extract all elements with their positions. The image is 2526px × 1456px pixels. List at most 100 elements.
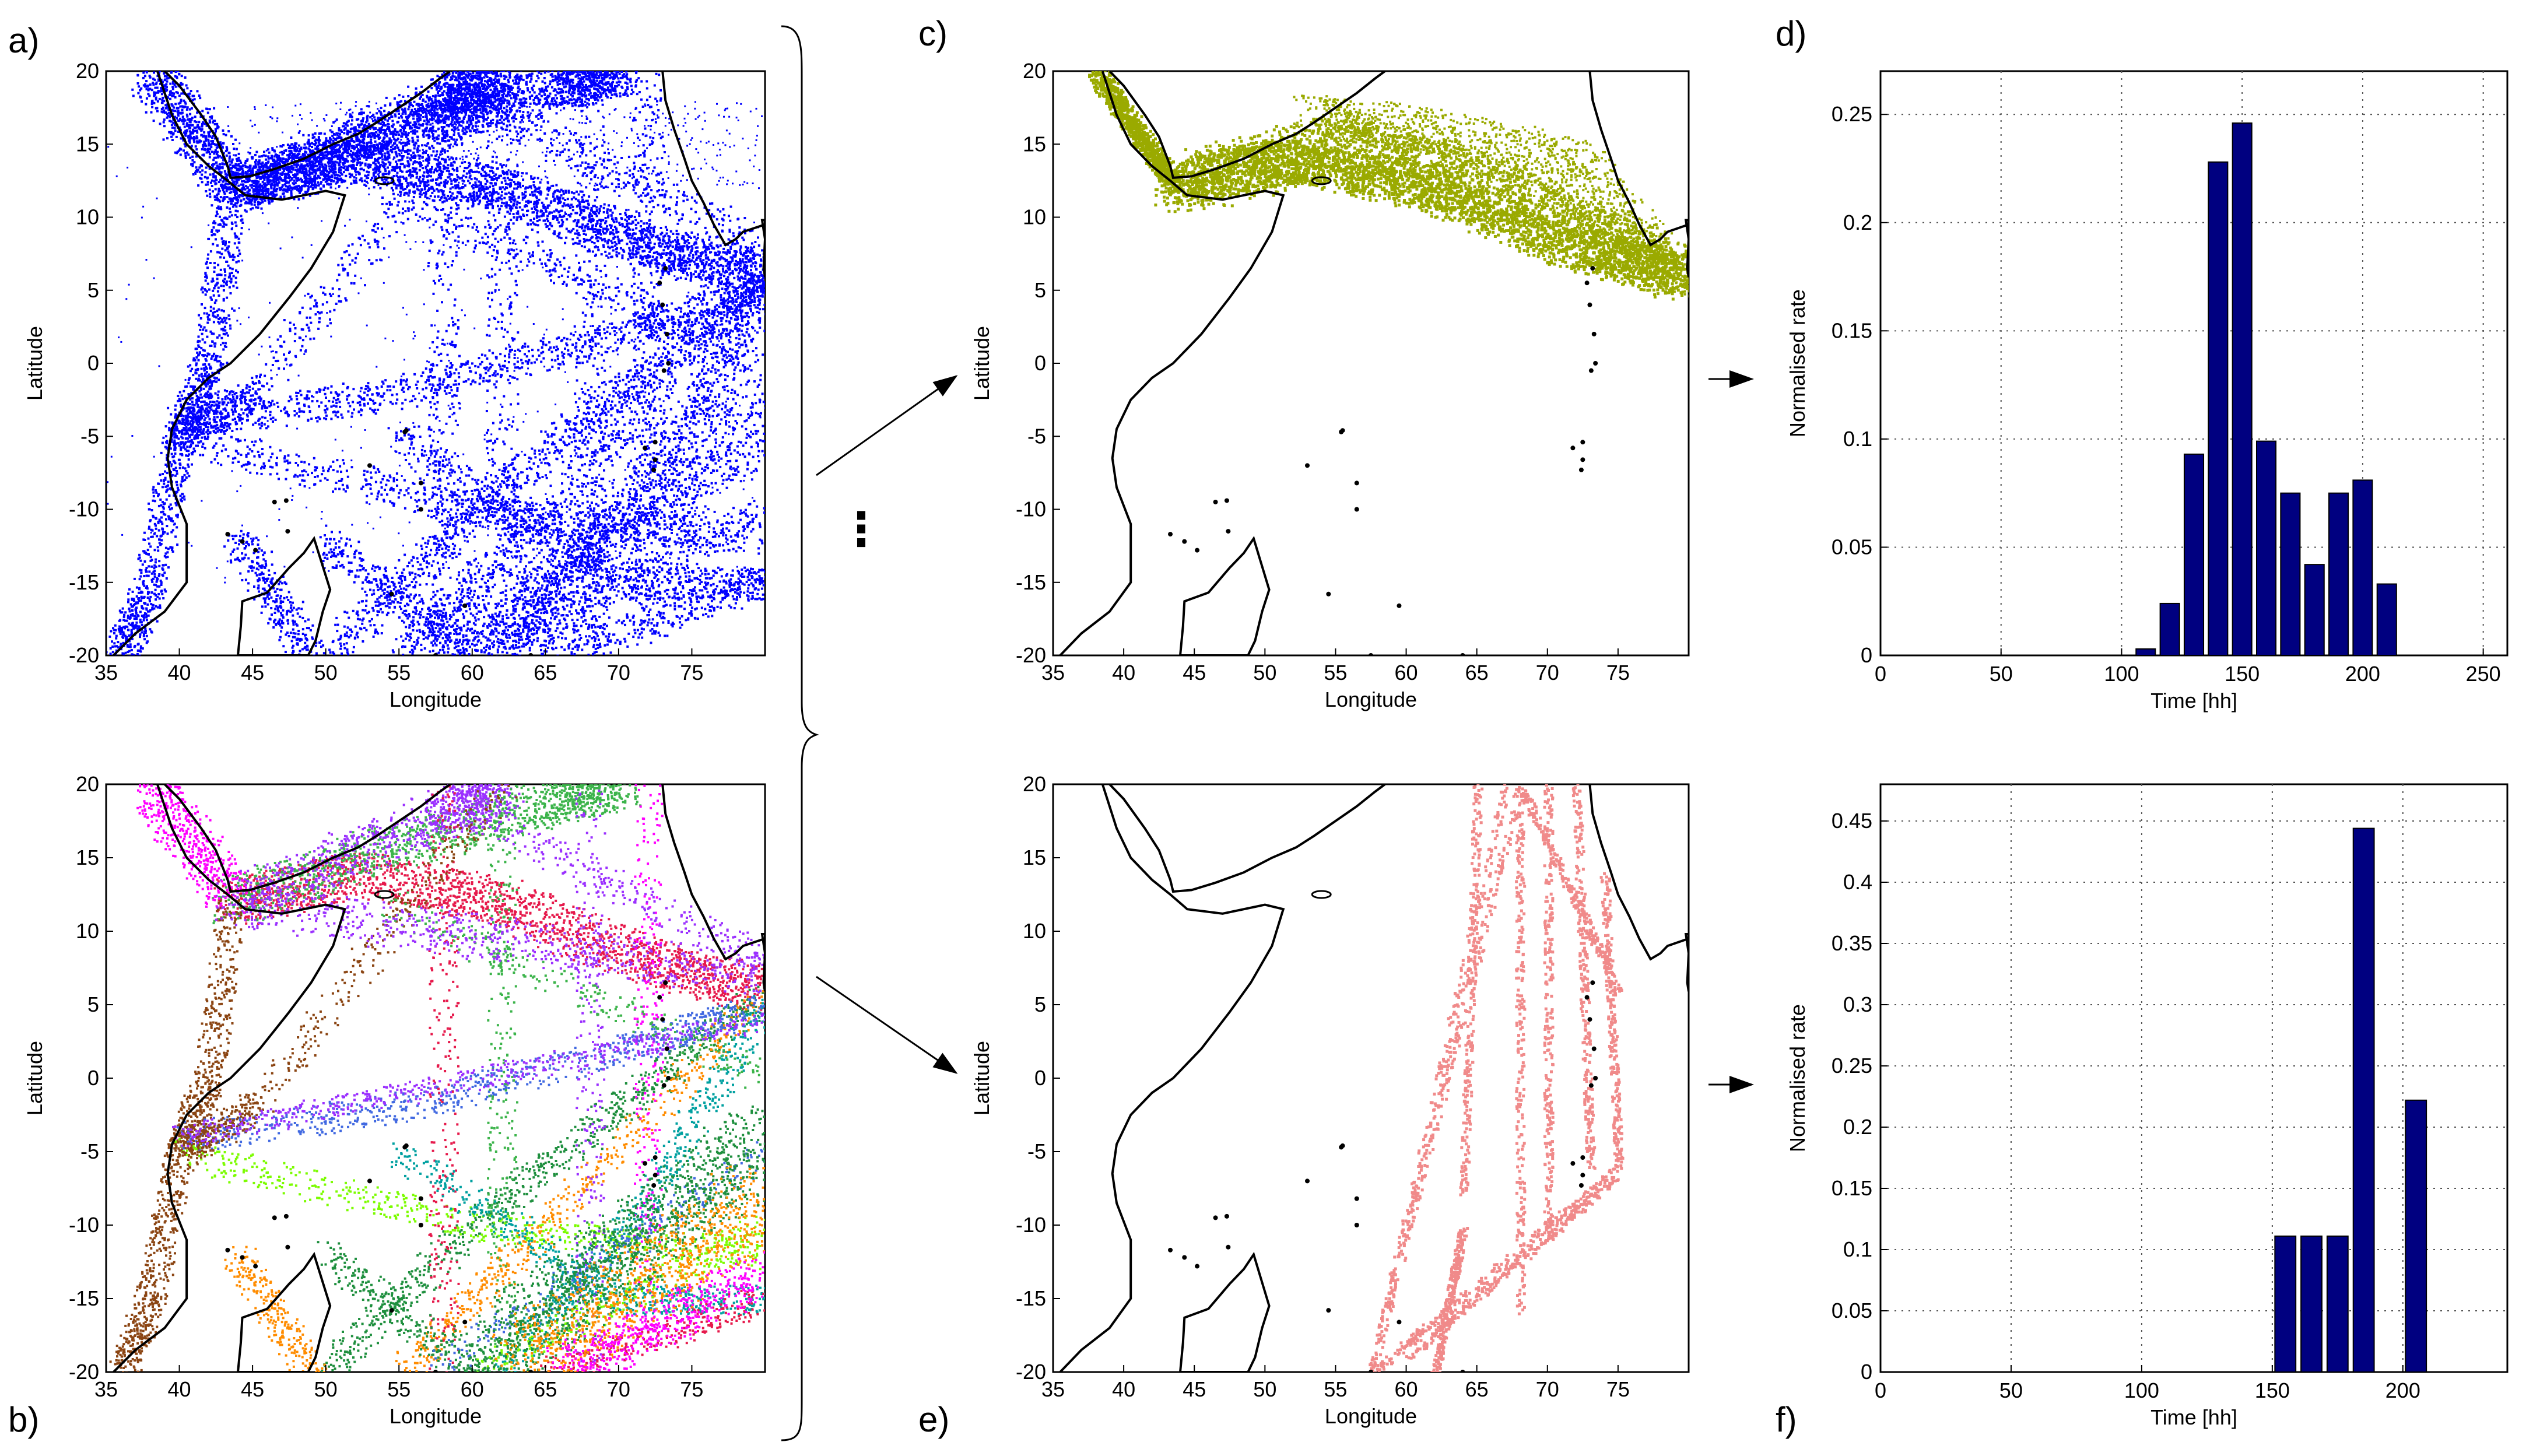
x-tick-label: 70 [1536,1377,1559,1401]
island-marker [285,529,290,534]
island-marker [1213,1215,1218,1220]
track-points [632,71,666,637]
y-tick-label: 0 [1034,351,1046,375]
x-axis-title: Longitude [1325,687,1417,711]
x-tick-label: 200 [2345,662,2380,686]
x-tick-label: 75 [1606,1377,1630,1401]
coastline-sri-lanka [1684,219,1689,278]
island-marker [1590,266,1595,271]
island-marker [1588,368,1594,373]
y-tick-label: 0 [1861,1360,1872,1384]
y-axis-title: Normalised rate [1785,1004,1809,1152]
island-marker [1168,1247,1173,1252]
x-tick-label: 200 [2385,1378,2420,1402]
island-marker [1339,429,1344,434]
track-points [464,86,765,259]
track-points [546,1251,765,1372]
coastline-madagascar [1178,536,1271,655]
x-tick-label: 60 [1395,661,1418,685]
map-panel-b: 35 40 45 50 55 60 65 70 7520151050-5-10-15-20Lon… [23,772,766,1428]
island-marker [1369,1370,1373,1372]
y-tick-label: 10 [76,919,99,943]
y-tick-label: -10 [69,1213,99,1237]
x-tick-label: 65 [1465,661,1489,685]
x-tick-label: 50 [1990,662,2013,686]
x-tick-label: 0 [1875,662,1886,686]
coastline-madagascar [236,536,332,655]
y-tick-label: 5 [87,992,99,1016]
histogram-d: 0 50 100 150 200 250 0 0.05 0.1 0.15 0.2 0.25 Time [… [1785,70,2509,713]
island-marker [1326,591,1331,597]
island-marker [462,1320,468,1325]
island-marker [272,1215,277,1220]
histogram-bar [2208,161,2229,657]
track-points [169,784,518,1166]
track-points [1430,1227,1469,1372]
y-tick-label: 0.1 [1843,427,1872,451]
x-tick-label: 55 [387,1377,411,1401]
island-marker [1587,1017,1592,1022]
y-tick-label: 0.2 [1843,210,1872,234]
y-tick-label: 15 [1023,132,1046,156]
histogram-bar [2280,492,2301,657]
island-marker [1224,498,1229,503]
panel-label-c: c) [918,14,948,53]
x-axis-title: Longitude [1325,1404,1417,1428]
y-tick-label: 20 [1023,59,1046,83]
island-marker [1587,302,1592,307]
y-tick-label: -20 [69,1360,99,1384]
x-tick-label: 45 [1183,1377,1206,1401]
group-brace [781,25,819,1441]
x-tick-label: 40 [1112,661,1135,685]
x-tick-label: 60 [461,661,484,685]
track-points [1571,784,1597,1170]
island-marker [1591,1046,1597,1051]
island-marker [661,1083,666,1088]
coastline-africa [113,784,346,1372]
island-marker [652,440,658,445]
island-marker [418,480,423,486]
histogram-bar [2300,1235,2322,1373]
island-marker [652,1155,658,1160]
x-tick-label: 55 [1324,1377,1347,1401]
island-marker [1584,280,1590,286]
y-tick-label: 10 [1023,205,1046,229]
island-marker [657,995,662,1000]
y-tick-label: 5 [1034,278,1046,302]
coastline-africa [1059,784,1285,1372]
track-points [1543,784,1555,1226]
island-marker [389,591,394,597]
y-tick-label: 15 [76,845,99,869]
y-tick-label: 10 [1023,919,1046,943]
island-marker [1354,507,1359,512]
coastline-africa [113,71,346,655]
island-marker [1397,603,1402,608]
island-marker [643,445,648,451]
y-tick-label: 0.05 [1832,1299,1872,1322]
island-marker [664,331,669,336]
island-marker [1305,463,1310,468]
track-points [1459,784,1484,1197]
x-tick-label: 40 [1112,1377,1135,1401]
island-marker [657,280,662,286]
x-tick-label: 45 [241,661,264,685]
island-marker [528,1370,534,1372]
histogram-bar [2352,827,2375,1373]
island-marker [1593,1076,1598,1080]
track-points [1148,115,1689,301]
island-marker [643,1161,648,1166]
island-marker [1588,1083,1594,1088]
x-tick-label: 60 [1395,1377,1418,1401]
y-axis-title: Latitude [970,326,994,401]
panel-label-a: a) [8,21,39,60]
y-axis-title: Normalised rate [1785,289,1809,437]
island-marker [1397,1320,1402,1325]
island-marker [1339,1145,1344,1150]
x-tick-label: 35 [94,1377,118,1401]
island-marker [1224,1213,1229,1219]
coastline-arabia [163,71,451,180]
socotra-island [374,890,395,899]
y-tick-label: 0 [87,1066,99,1090]
coastline-madagascar [1178,1251,1271,1372]
y-tick-label: -15 [69,570,99,594]
